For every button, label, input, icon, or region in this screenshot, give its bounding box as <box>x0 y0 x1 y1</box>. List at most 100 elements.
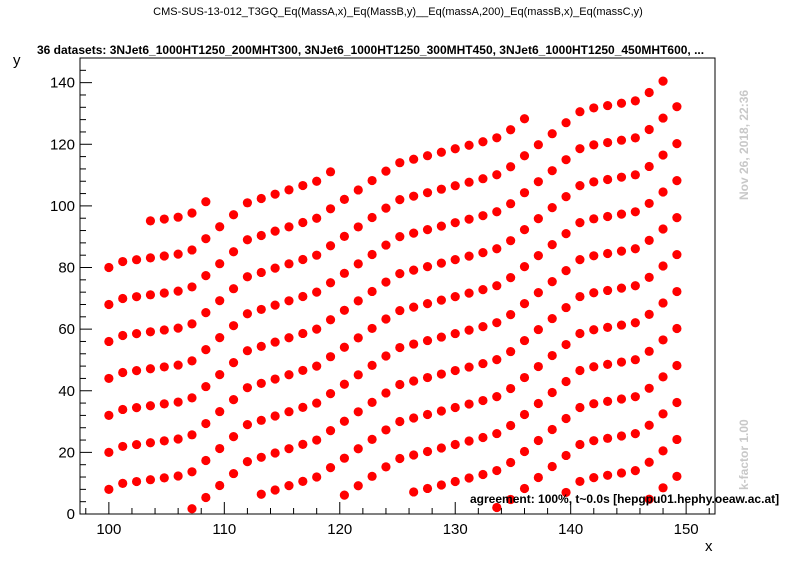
data-point <box>131 329 142 339</box>
data-point <box>464 251 474 261</box>
data-point <box>547 313 557 324</box>
data-point <box>575 365 585 376</box>
data-point <box>367 212 377 223</box>
data-point <box>547 240 557 250</box>
data-point <box>201 381 211 392</box>
data-point <box>603 396 613 406</box>
data-point <box>367 360 377 371</box>
data-point <box>506 125 516 135</box>
data-point <box>353 407 363 417</box>
data-point <box>312 398 322 408</box>
data-point <box>630 207 640 217</box>
data-point <box>242 235 253 245</box>
data-point <box>616 98 627 108</box>
data-point <box>450 439 460 450</box>
data-point <box>118 330 128 341</box>
data-point <box>312 250 322 260</box>
data-point <box>506 310 516 320</box>
data-point <box>298 365 308 376</box>
data-point <box>242 420 253 430</box>
data-point <box>492 355 502 365</box>
data-point <box>131 292 142 302</box>
data-point <box>173 286 183 296</box>
data-point <box>603 137 613 148</box>
data-point <box>658 76 668 86</box>
data-point <box>187 430 197 440</box>
data-point <box>284 407 294 417</box>
data-point <box>381 203 391 213</box>
data-point <box>561 339 571 350</box>
data-point <box>422 225 433 235</box>
data-point <box>381 314 391 324</box>
data-point <box>603 359 613 369</box>
data-point <box>325 389 336 399</box>
data-point <box>395 269 405 279</box>
data-point <box>589 214 599 224</box>
data-point <box>367 397 377 407</box>
data-point <box>145 290 156 300</box>
data-point <box>464 436 474 446</box>
data-point <box>201 308 211 318</box>
data-point <box>104 262 114 273</box>
data-point <box>533 324 543 335</box>
data-point <box>325 463 336 473</box>
data-point <box>658 298 668 308</box>
data-point <box>603 322 613 333</box>
data-point <box>395 305 405 316</box>
data-point <box>519 262 530 272</box>
data-point <box>228 247 239 257</box>
data-point <box>381 462 391 472</box>
data-point <box>644 87 654 98</box>
data-point <box>575 439 585 450</box>
y-tick-label: 0 <box>67 506 75 523</box>
data-point <box>173 471 183 481</box>
kfactor-label: k-factor 1.00 <box>737 419 751 490</box>
data-point <box>367 249 377 260</box>
data-point <box>575 107 585 117</box>
data-point <box>492 244 502 254</box>
data-point <box>325 241 336 251</box>
data-point <box>658 483 668 493</box>
data-point <box>672 471 682 482</box>
data-point <box>173 249 183 259</box>
data-point <box>616 135 627 145</box>
y-tick-label: 140 <box>50 75 75 92</box>
data-point <box>616 209 627 219</box>
data-point <box>436 406 446 416</box>
data-point <box>422 151 433 161</box>
data-point <box>658 372 668 382</box>
data-point <box>644 457 654 467</box>
data-point <box>298 328 308 339</box>
data-point <box>672 102 682 112</box>
data-point <box>616 246 627 256</box>
data-point <box>104 410 114 421</box>
data-point <box>589 473 599 483</box>
data-point <box>228 468 239 479</box>
data-point <box>339 231 349 241</box>
data-point <box>575 291 585 302</box>
data-point <box>630 244 640 254</box>
data-point <box>478 322 488 332</box>
data-point <box>436 147 446 157</box>
data-point <box>270 374 280 384</box>
data-point <box>201 234 211 244</box>
data-points <box>104 76 682 514</box>
data-point <box>118 404 128 415</box>
data-point <box>450 181 460 191</box>
data-point <box>242 309 253 319</box>
data-point <box>533 251 543 261</box>
data-point <box>118 441 128 452</box>
data-point <box>589 399 599 409</box>
data-point <box>367 434 377 444</box>
data-point <box>298 476 308 486</box>
data-point <box>256 489 266 499</box>
data-point <box>644 383 654 393</box>
data-point <box>464 399 474 409</box>
data-point <box>616 357 627 367</box>
data-point <box>215 222 225 232</box>
data-point <box>284 370 294 380</box>
data-point <box>353 370 363 380</box>
data-point <box>256 341 266 351</box>
data-point <box>242 457 253 467</box>
data-point <box>256 378 266 388</box>
